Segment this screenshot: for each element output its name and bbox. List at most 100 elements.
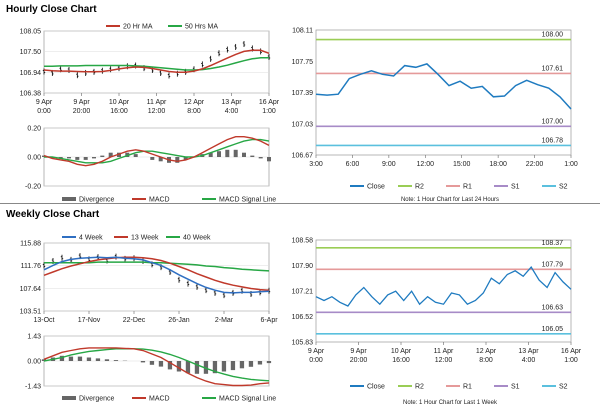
hourly-divergence-bar: [100, 155, 105, 157]
hourly-divergence-bar: [208, 152, 213, 157]
weekly-level-s1-label: 106.63: [542, 304, 564, 311]
weekly-macd-signal-line: [43, 348, 270, 382]
hourly-close-legend-label: Close: [367, 184, 385, 191]
weekly-macd-legend-label: Divergence: [79, 396, 115, 403]
weekly-close-legend-label: Close: [367, 384, 385, 391]
hourly-close-legend-label: S2: [559, 184, 568, 191]
hourly-divergence-bar: [175, 157, 180, 163]
hourly-divergence-bar: [75, 157, 80, 160]
weekly-close-ytick-label: 107.90: [292, 263, 314, 270]
hourly-price-xtick-label: 10 Apr 16:00: [109, 99, 130, 115]
weekly-macd-ytick-label: -1.43: [25, 384, 41, 391]
weekly-close-ytick-label: 106.52: [292, 314, 314, 321]
weekly-close-ytick-label: 107.21: [292, 289, 314, 296]
hourly-close-xtick-label: 9:00: [382, 161, 396, 168]
hourly-divergence-bar: [108, 152, 113, 157]
hourly-macd-legend-label: MACD Signal Line: [219, 197, 276, 204]
weekly-divergence-bar: [194, 361, 200, 374]
hourly-divergence-bar: [133, 154, 138, 157]
weekly-close-legend-label: R2: [415, 384, 424, 391]
hourly-section-title: Hourly Close Chart: [6, 4, 97, 15]
weekly-close-note: Note: 1 Hour Chart for Last 1 Week: [403, 400, 497, 406]
weekly-divergence-bar: [230, 361, 236, 371]
hourly-level-s1-label: 107.00: [542, 118, 564, 125]
weekly-close-legend-label: R1: [463, 384, 472, 391]
hourly-close-ytick-label: 108.11: [292, 28, 313, 35]
weekly-close-ytick-label: 105.83: [292, 340, 314, 347]
hourly-divergence-bar: [92, 157, 96, 159]
hourly-close-xtick-label: 12:00: [417, 161, 435, 168]
weekly-macd-legend-label: MACD Signal Line: [219, 396, 276, 403]
section-divider: [0, 203, 600, 204]
weekly-section-title: Weekly Close Chart: [6, 209, 100, 220]
hourly-macd-ytick-label: 0.00: [27, 155, 41, 162]
hourly-level-s2-label: 106.78: [542, 137, 564, 144]
weekly-close-xtick-label: 13 Apr 4:00: [518, 348, 539, 364]
hourly-price-xtick-label: 9 Apr 0:00: [36, 99, 53, 115]
weekly-divergence-bar: [113, 360, 119, 361]
hourly-close-legend-label: R2: [415, 184, 424, 191]
hourly-20hr-ma-line: [43, 49, 270, 73]
hourly-close-line: [315, 63, 572, 110]
hourly-price-ytick-label: 107.50: [20, 49, 42, 56]
weekly-divergence-bar: [41, 359, 47, 361]
hourly-macd-legend-label: MACD: [149, 197, 170, 204]
hourly-close-xtick-label: 6:00: [346, 161, 360, 168]
hourly-divergence-bar: [158, 157, 163, 162]
weekly-macd-line: [43, 347, 270, 387]
weekly-price-legend-label: 4 Week: [79, 235, 103, 242]
hourly-close-legend-label: S1: [511, 184, 520, 191]
hourly-divergence-bar: [267, 157, 271, 162]
hourly-price-xtick-label: 12 Apr 8:00: [184, 99, 205, 115]
hourly-divergence-bar: [150, 157, 155, 160]
weekly-price-ytick-label: 115.88: [20, 241, 41, 248]
weekly-close-line: [315, 266, 572, 307]
weekly-13wk-line: [43, 256, 270, 291]
weekly-macd-legend-label: MACD: [149, 396, 170, 403]
hourly-close-legend-label: R1: [463, 184, 472, 191]
hourly-divergence-bar: [250, 155, 255, 157]
hourly-price-ytick-label: 108.05: [20, 29, 42, 36]
weekly-divergence-bar: [95, 358, 101, 361]
hourly-close-xtick-label: 22:00: [526, 161, 544, 168]
weekly-price-legend-label: 40 Week: [183, 235, 211, 242]
hourly-divergence-bar: [125, 152, 130, 157]
hourly-divergence-bar: [117, 152, 121, 157]
weekly-divergence-bar: [176, 361, 182, 372]
weekly-divergence-bar: [104, 359, 110, 361]
hourly-50hr-ma-line: [44, 56, 269, 71]
weekly-close-xtick-label: 9 Apr 20:00: [350, 348, 368, 364]
hourly-divergence-bar: [258, 157, 263, 159]
weekly-divergence-bar: [77, 356, 83, 361]
weekly-macd-ytick-label: 0.00: [27, 359, 41, 366]
hourly-macd-ytick-label: 0.20: [27, 126, 41, 133]
hourly-divergence-bar: [183, 157, 188, 160]
hourly-price-legend-label: 50 Hrs MA: [185, 24, 218, 31]
hourly-macd-legend-label: Divergence: [79, 197, 115, 204]
hourly-close-xtick-label: 15:00: [453, 161, 471, 168]
weekly-price-legend-label: 13 Week: [131, 235, 159, 242]
weekly-divergence-bar: [68, 356, 74, 361]
weekly-price-xtick-label: 22-Dec: [123, 317, 146, 324]
weekly-close-ytick-label: 108.58: [292, 238, 314, 245]
weekly-4wk-line: [43, 256, 270, 294]
hourly-macd-ytick-label: -0.20: [25, 184, 41, 191]
weekly-price-xtick-label: 6-Apr: [260, 317, 278, 324]
weekly-price-xtick-label: 13-Oct: [33, 317, 54, 324]
weekly-close-xtick-label: 10 Apr 16:00: [391, 348, 412, 364]
weekly-close-xtick-label: 11 Apr 12:00: [434, 348, 454, 364]
weekly-divergence-bar: [221, 361, 227, 372]
weekly-price-xtick-label: 26-Jan: [168, 317, 190, 324]
hourly-divergence-bar: [233, 149, 238, 158]
weekly-divergence-bar: [86, 357, 92, 361]
weekly-divergence-bar: [266, 361, 272, 364]
weekly-divergence-bar: [158, 361, 164, 367]
hourly-price-xtick-label: 9 Apr 20:00: [73, 99, 91, 115]
hourly-divergence-bar: [67, 157, 71, 159]
weekly-close-xtick-label: 12 Apr 8:00: [476, 348, 497, 364]
weekly-divergence-bar: [248, 361, 254, 367]
